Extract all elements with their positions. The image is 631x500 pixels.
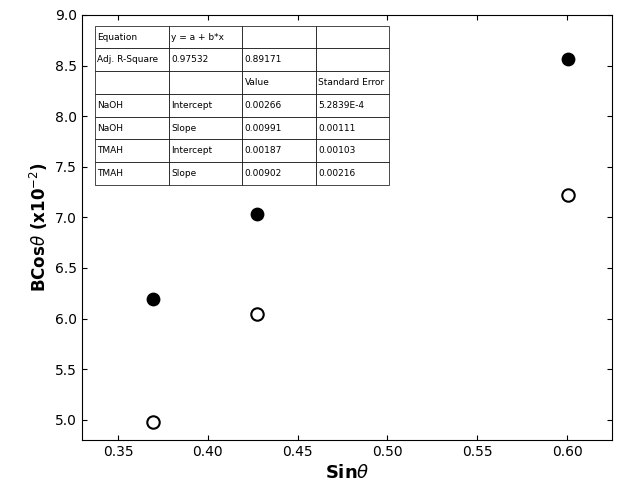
Point xyxy=(563,54,573,62)
Point xyxy=(252,210,262,218)
Point xyxy=(252,310,262,318)
Y-axis label: BCos$\theta$ (x10$^{-2}$): BCos$\theta$ (x10$^{-2}$) xyxy=(28,162,50,292)
Point xyxy=(148,418,158,426)
Point xyxy=(563,191,573,199)
Point xyxy=(148,296,158,304)
X-axis label: Sin$\theta$: Sin$\theta$ xyxy=(325,464,369,482)
